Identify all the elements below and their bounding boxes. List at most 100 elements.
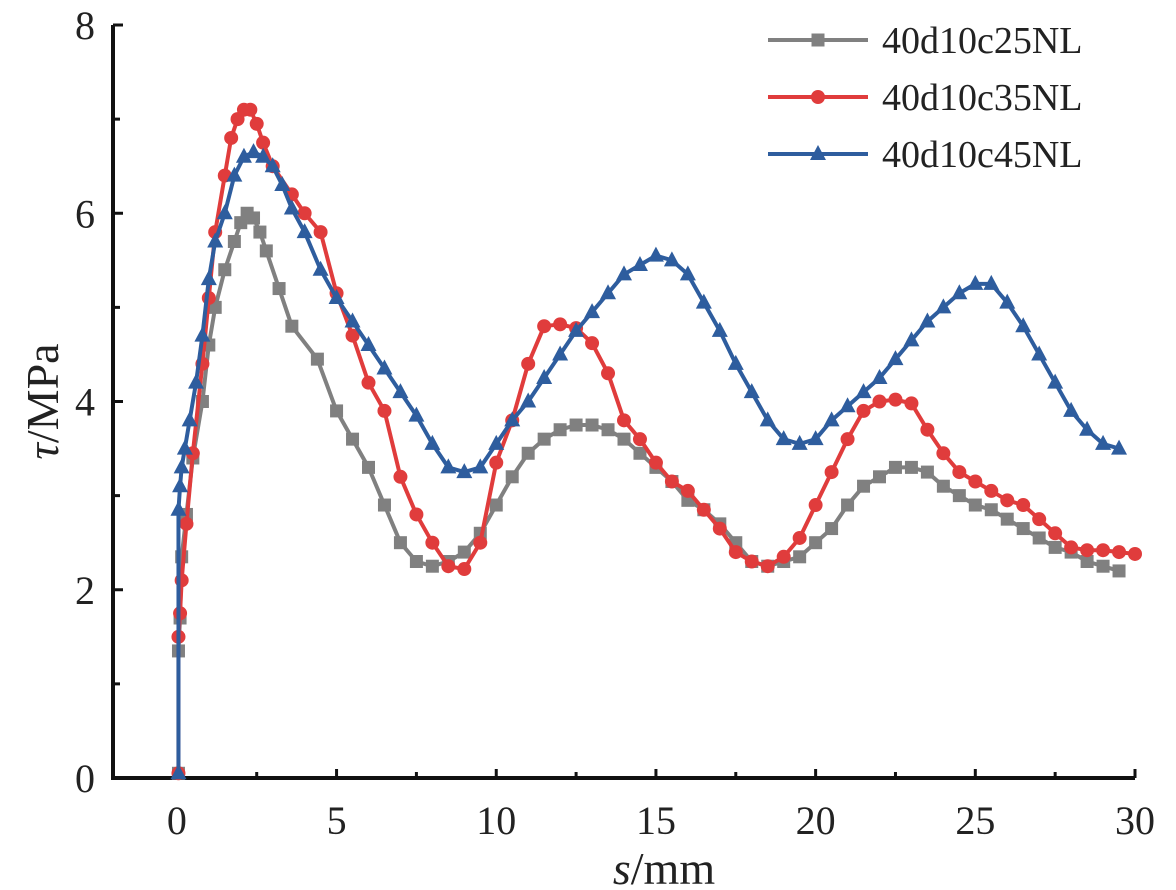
data-point (243, 102, 258, 117)
x-tick-label: 20 (796, 798, 836, 843)
legend-marker (811, 33, 825, 47)
series-line (176, 211, 1120, 774)
data-point (520, 392, 537, 408)
data-point (313, 225, 328, 240)
data-point (695, 293, 712, 309)
data-point (887, 350, 904, 366)
data-point (1096, 543, 1111, 558)
data-point (173, 458, 190, 474)
data-point (855, 383, 872, 399)
data-point (188, 373, 205, 389)
legend-item: 40d10c25NL (768, 20, 1083, 62)
data-point (888, 460, 902, 474)
legend-item: 40d10c35NL (768, 77, 1083, 119)
data-point (1080, 543, 1095, 558)
data-point (919, 312, 936, 328)
data-point (216, 204, 233, 220)
data-point (617, 432, 631, 446)
data-point (253, 225, 267, 239)
data-point (825, 522, 839, 536)
legend-label: 40d10c35NL (882, 77, 1083, 119)
data-point (920, 465, 934, 479)
data-point (409, 507, 424, 522)
legend: 40d10c25NL 40d10c35NL 40d10c45NL (768, 20, 1083, 176)
legend-marker (811, 90, 825, 104)
data-point (170, 764, 187, 780)
data-point (409, 555, 423, 569)
data-point (871, 368, 888, 384)
data-point (181, 411, 198, 427)
data-point (207, 232, 224, 248)
data-point (377, 498, 391, 512)
data-point (840, 432, 855, 447)
series-line (176, 107, 1136, 774)
data-point (272, 282, 286, 296)
data-point (1095, 434, 1112, 450)
data-point (727, 354, 744, 370)
data-point (600, 284, 617, 300)
data-point (1112, 564, 1126, 578)
data-point (1047, 373, 1064, 389)
data-point (361, 375, 376, 390)
data-point (679, 265, 696, 281)
data-point (984, 503, 998, 517)
data-point (328, 288, 345, 304)
legend-label: 40d10c45NL (882, 134, 1083, 176)
data-point (968, 474, 983, 489)
data-point (664, 474, 679, 489)
data-point (584, 303, 601, 319)
data-point (744, 554, 759, 569)
legend-item: 40d10c45NL (768, 134, 1083, 176)
data-point (1112, 545, 1127, 560)
data-point (920, 422, 935, 437)
data-point (1048, 526, 1063, 541)
data-point (256, 135, 271, 150)
data-point (1032, 512, 1047, 527)
data-point (888, 392, 903, 407)
data-point (504, 411, 521, 427)
data-point (711, 321, 728, 337)
series-layer (170, 102, 1142, 781)
data-point (296, 223, 313, 239)
data-point (362, 460, 375, 474)
data-point (521, 356, 536, 371)
x-tick-label: 15 (636, 798, 676, 843)
data-point (808, 498, 823, 513)
data-point (776, 549, 791, 564)
data-point (360, 336, 377, 352)
data-point (330, 404, 344, 418)
data-point (176, 439, 193, 455)
data-point (425, 535, 440, 550)
data-point (903, 331, 920, 347)
data-point (856, 403, 871, 418)
data-point (473, 535, 488, 550)
data-point (376, 359, 393, 375)
data-point (807, 430, 824, 446)
data-point (489, 455, 504, 470)
data-point (1016, 498, 1031, 513)
x-tick-label: 0 (167, 798, 187, 843)
data-point (904, 396, 919, 411)
data-point (631, 256, 648, 272)
data-point (297, 206, 312, 221)
data-point (1063, 401, 1080, 417)
data-point (245, 143, 262, 159)
data-point (601, 423, 615, 437)
data-point (488, 434, 505, 450)
series-40d10c25NL (171, 206, 1126, 780)
data-point (255, 147, 272, 163)
data-point (775, 430, 792, 446)
data-point (1079, 420, 1096, 436)
data-point (999, 293, 1016, 309)
data-point (456, 463, 473, 479)
data-point (793, 550, 807, 564)
data-point (489, 498, 503, 512)
data-point (457, 562, 472, 577)
data-point (179, 516, 194, 531)
data-point (647, 246, 664, 262)
data-point (227, 234, 241, 248)
data-point (194, 326, 211, 342)
data-point (967, 274, 984, 290)
x-axis-title: s/mm (613, 843, 715, 890)
